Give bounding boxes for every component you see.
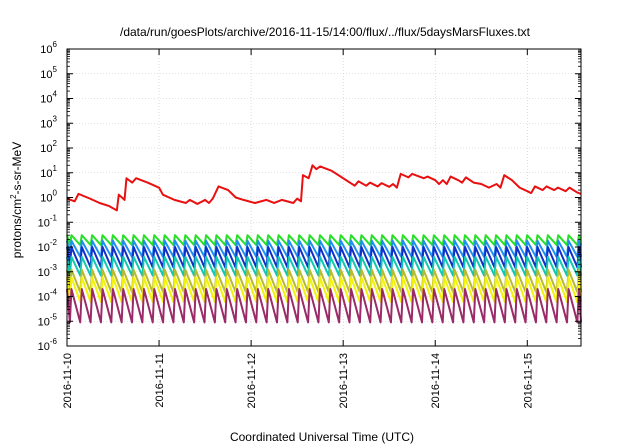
series-line-1	[66, 164, 582, 212]
x-tick-label: 2016-11-10	[62, 353, 74, 408]
x-tick-label: 2016-11-13	[338, 353, 350, 408]
series-line-4	[66, 246, 582, 269]
series-layer	[66, 164, 582, 324]
x-tick-label: 2016-11-14	[430, 353, 442, 408]
y-tick-label: 103	[40, 114, 57, 130]
y-tick-label: 10-1	[38, 213, 58, 229]
x-tick-label: 2016-11-11	[154, 353, 166, 408]
y-tick-labels: 10-6 10-5 10-4 10-3 10-2 10-1 100 101 102 103 104 1…	[38, 40, 58, 353]
y-tick-label: 10-4	[38, 288, 58, 304]
y-tick-label: 10-2	[38, 238, 58, 254]
series-line-6	[66, 268, 582, 294]
y-tick-label: 101	[40, 164, 57, 180]
y-tick-label: 100	[40, 189, 57, 205]
y-tick-label: 10-6	[38, 337, 58, 353]
y-tick-label: 102	[40, 139, 57, 155]
y-tick-label: 10-3	[38, 263, 58, 279]
axis-ticks	[66, 48, 581, 347]
y-tick-label: 10-5	[38, 312, 58, 328]
chart-title: /data/run/goesPlots/archive/2016-11-15/1…	[120, 25, 531, 39]
x-tick-labels: 2016-11-10 2016-11-11 2016-11-12 2016-11-13…	[62, 353, 534, 408]
series-line-5	[66, 255, 582, 277]
x-axis-label: Coordinated Universal Time (UTC)	[230, 430, 414, 444]
y-tick-label: 104	[40, 90, 57, 106]
y-axis-label: protons/cm2-s-sr-MeV	[9, 142, 24, 258]
series-line-2	[66, 234, 582, 247]
series-line-7	[66, 276, 582, 303]
series-line-3	[66, 239, 582, 258]
y-tick-label: 106	[40, 40, 57, 56]
y-tick-label: 105	[40, 65, 57, 81]
series-line-8	[66, 288, 582, 324]
x-tick-label: 2016-11-15	[522, 353, 534, 408]
x-tick-label: 2016-11-12	[246, 353, 258, 408]
